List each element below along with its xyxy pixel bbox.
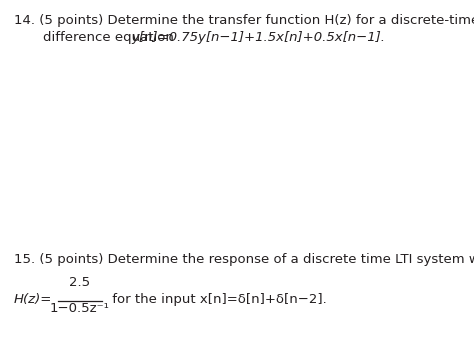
- Text: difference equation: difference equation: [26, 31, 178, 44]
- Text: 2.5: 2.5: [69, 276, 91, 289]
- Text: H(z)=: H(z)=: [14, 294, 52, 307]
- Text: 14. (5 points) Determine the transfer function H(z) for a discrete-time LTI syst: 14. (5 points) Determine the transfer fu…: [14, 14, 474, 27]
- Text: for the input x[n]=δ[n]+δ[n−2].: for the input x[n]=δ[n]+δ[n−2].: [108, 294, 327, 307]
- Text: 15. (5 points) Determine the response of a discrete time LTI system with transfe: 15. (5 points) Determine the response of…: [14, 253, 474, 266]
- Text: y[n]=0.75y[n−1]+1.5x[n]+0.5x[n−1].: y[n]=0.75y[n−1]+1.5x[n]+0.5x[n−1].: [131, 31, 385, 44]
- Text: 1−0.5z⁻¹: 1−0.5z⁻¹: [50, 302, 110, 315]
